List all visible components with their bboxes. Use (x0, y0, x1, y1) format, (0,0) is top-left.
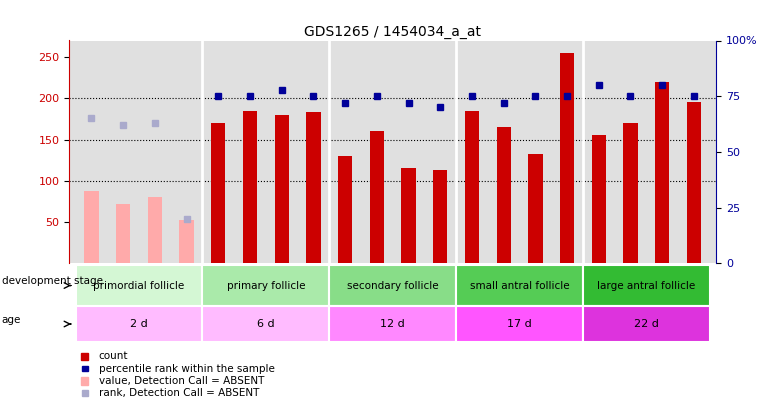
Bar (203, 265, 330, 306)
Bar (624, 123, 638, 263)
Bar (330, 265, 456, 306)
Bar (528, 153, 543, 263)
Bar (179, 220, 194, 263)
Bar (655, 82, 669, 263)
Bar (75, 306, 203, 342)
Text: primary follicle: primary follicle (226, 281, 305, 290)
Text: 6 d: 6 d (257, 319, 275, 329)
Bar (203, 306, 330, 342)
Bar (275, 115, 289, 263)
Bar (75, 265, 203, 306)
Bar (116, 204, 130, 263)
Text: 22 d: 22 d (634, 319, 659, 329)
Bar (434, 170, 447, 263)
Bar (560, 53, 574, 263)
Bar (401, 168, 416, 263)
Bar (330, 306, 456, 342)
Text: rank, Detection Call = ABSENT: rank, Detection Call = ABSENT (99, 388, 259, 398)
Bar (148, 197, 162, 263)
Text: development stage: development stage (2, 277, 102, 286)
Text: count: count (99, 352, 128, 361)
Bar (211, 123, 226, 263)
Text: 17 d: 17 d (507, 319, 532, 329)
Text: 12 d: 12 d (380, 319, 405, 329)
Text: secondary follicle: secondary follicle (347, 281, 438, 290)
Bar (465, 111, 479, 263)
Bar (338, 156, 353, 263)
Bar (456, 306, 583, 342)
Bar (497, 127, 511, 263)
Bar (591, 135, 606, 263)
Bar (370, 131, 384, 263)
Bar (243, 111, 257, 263)
Bar (583, 306, 710, 342)
Bar (306, 112, 320, 263)
Bar (687, 102, 701, 263)
Text: 2 d: 2 d (130, 319, 148, 329)
Bar (85, 191, 99, 263)
Text: small antral follicle: small antral follicle (470, 281, 569, 290)
Bar (583, 265, 710, 306)
Text: primordial follicle: primordial follicle (93, 281, 185, 290)
Bar (456, 265, 583, 306)
Text: large antral follicle: large antral follicle (598, 281, 695, 290)
Text: age: age (2, 315, 21, 325)
Title: GDS1265 / 1454034_a_at: GDS1265 / 1454034_a_at (304, 26, 481, 39)
Text: percentile rank within the sample: percentile rank within the sample (99, 364, 274, 373)
Text: value, Detection Call = ABSENT: value, Detection Call = ABSENT (99, 376, 264, 386)
